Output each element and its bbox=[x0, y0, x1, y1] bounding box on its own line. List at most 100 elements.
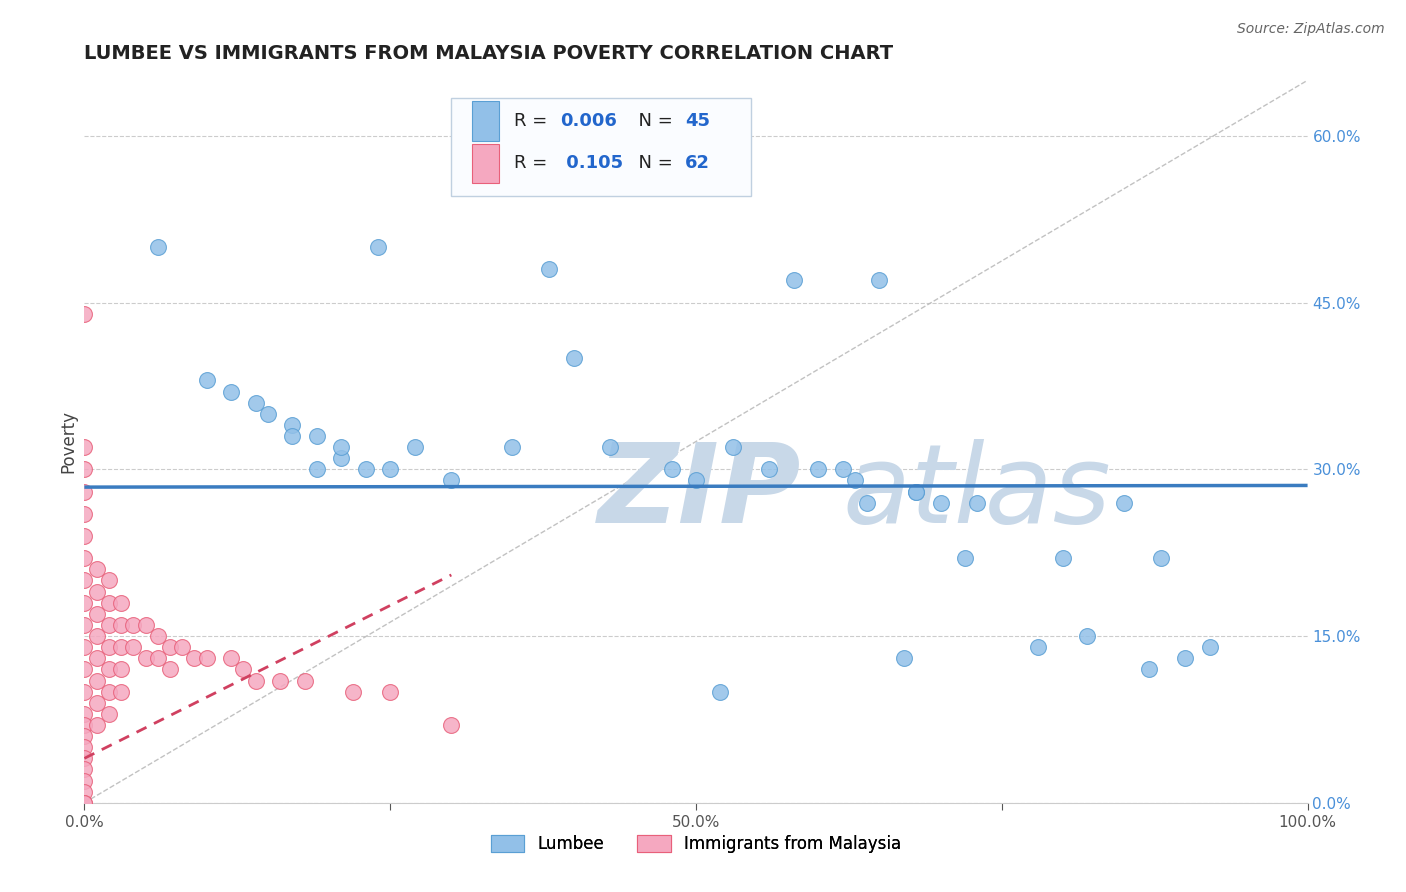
Text: LUMBEE VS IMMIGRANTS FROM MALAYSIA POVERTY CORRELATION CHART: LUMBEE VS IMMIGRANTS FROM MALAYSIA POVER… bbox=[84, 45, 893, 63]
Point bbox=[73, 718, 96, 732]
Point bbox=[367, 240, 389, 254]
Point bbox=[73, 796, 96, 810]
Text: 0.105: 0.105 bbox=[560, 154, 623, 172]
Point bbox=[183, 651, 205, 665]
Point bbox=[97, 640, 120, 655]
Point bbox=[73, 763, 96, 777]
Point bbox=[294, 673, 316, 688]
Point bbox=[146, 651, 169, 665]
Point bbox=[1198, 640, 1220, 655]
Point bbox=[599, 440, 621, 454]
Text: 62: 62 bbox=[685, 154, 710, 172]
Point bbox=[440, 474, 463, 488]
Point bbox=[893, 651, 915, 665]
FancyBboxPatch shape bbox=[451, 98, 751, 196]
Point bbox=[122, 618, 145, 632]
Point bbox=[110, 640, 132, 655]
Point bbox=[73, 440, 96, 454]
Point bbox=[1150, 551, 1173, 566]
Point bbox=[86, 651, 108, 665]
Point bbox=[110, 684, 132, 698]
Point bbox=[110, 596, 132, 610]
Point bbox=[73, 785, 96, 799]
Point bbox=[159, 640, 181, 655]
Point bbox=[232, 662, 254, 676]
Point bbox=[97, 596, 120, 610]
Point bbox=[905, 484, 928, 499]
Point bbox=[404, 440, 426, 454]
Point bbox=[342, 684, 364, 698]
Point bbox=[97, 662, 120, 676]
Point bbox=[354, 462, 377, 476]
Point bbox=[219, 384, 242, 399]
Point bbox=[73, 484, 96, 499]
Point bbox=[269, 673, 291, 688]
Point bbox=[281, 429, 304, 443]
Point bbox=[86, 562, 108, 576]
Point bbox=[86, 718, 108, 732]
Text: N =: N = bbox=[627, 154, 679, 172]
Point bbox=[97, 684, 120, 698]
Point bbox=[86, 629, 108, 643]
Point bbox=[73, 507, 96, 521]
Point bbox=[73, 684, 96, 698]
Point bbox=[86, 673, 108, 688]
Point bbox=[73, 740, 96, 755]
Point bbox=[73, 729, 96, 743]
Point bbox=[73, 574, 96, 588]
Point bbox=[73, 706, 96, 721]
Point bbox=[305, 462, 328, 476]
Point bbox=[831, 462, 853, 476]
Point bbox=[1076, 629, 1098, 643]
Point bbox=[245, 395, 267, 409]
Point bbox=[1052, 551, 1074, 566]
Point bbox=[661, 462, 683, 476]
Point bbox=[97, 706, 120, 721]
Bar bbox=[472, 101, 499, 141]
Point bbox=[73, 596, 96, 610]
Point bbox=[380, 462, 402, 476]
Point bbox=[97, 574, 120, 588]
Text: 45: 45 bbox=[685, 112, 710, 130]
Point bbox=[195, 651, 218, 665]
Point bbox=[844, 474, 866, 488]
Point bbox=[73, 307, 96, 321]
Point bbox=[122, 640, 145, 655]
Point bbox=[73, 751, 96, 765]
Point bbox=[1114, 496, 1136, 510]
Point bbox=[709, 684, 731, 698]
Point bbox=[1028, 640, 1050, 655]
Point bbox=[440, 718, 463, 732]
Text: R =: R = bbox=[513, 112, 553, 130]
Text: R =: R = bbox=[513, 154, 553, 172]
Point bbox=[146, 240, 169, 254]
Bar bbox=[472, 144, 499, 183]
Legend: Lumbee, Immigrants from Malaysia: Lumbee, Immigrants from Malaysia bbox=[484, 828, 908, 860]
Point bbox=[330, 440, 353, 454]
Point bbox=[783, 273, 806, 287]
Point bbox=[73, 796, 96, 810]
Point bbox=[502, 440, 524, 454]
Point bbox=[73, 773, 96, 788]
Point bbox=[135, 618, 157, 632]
Point bbox=[146, 629, 169, 643]
Point bbox=[905, 484, 928, 499]
Point bbox=[97, 618, 120, 632]
Point bbox=[172, 640, 194, 655]
Point bbox=[73, 662, 96, 676]
Point bbox=[86, 607, 108, 621]
Text: N =: N = bbox=[627, 112, 679, 130]
Point bbox=[73, 640, 96, 655]
Point bbox=[538, 262, 561, 277]
Point bbox=[245, 673, 267, 688]
Point bbox=[1137, 662, 1160, 676]
Point bbox=[856, 496, 879, 510]
Point bbox=[73, 551, 96, 566]
Text: ZIP: ZIP bbox=[598, 439, 801, 546]
Point bbox=[86, 696, 108, 710]
Point bbox=[869, 273, 891, 287]
Point bbox=[110, 662, 132, 676]
Point bbox=[257, 407, 280, 421]
Point bbox=[86, 584, 108, 599]
Point bbox=[685, 474, 707, 488]
